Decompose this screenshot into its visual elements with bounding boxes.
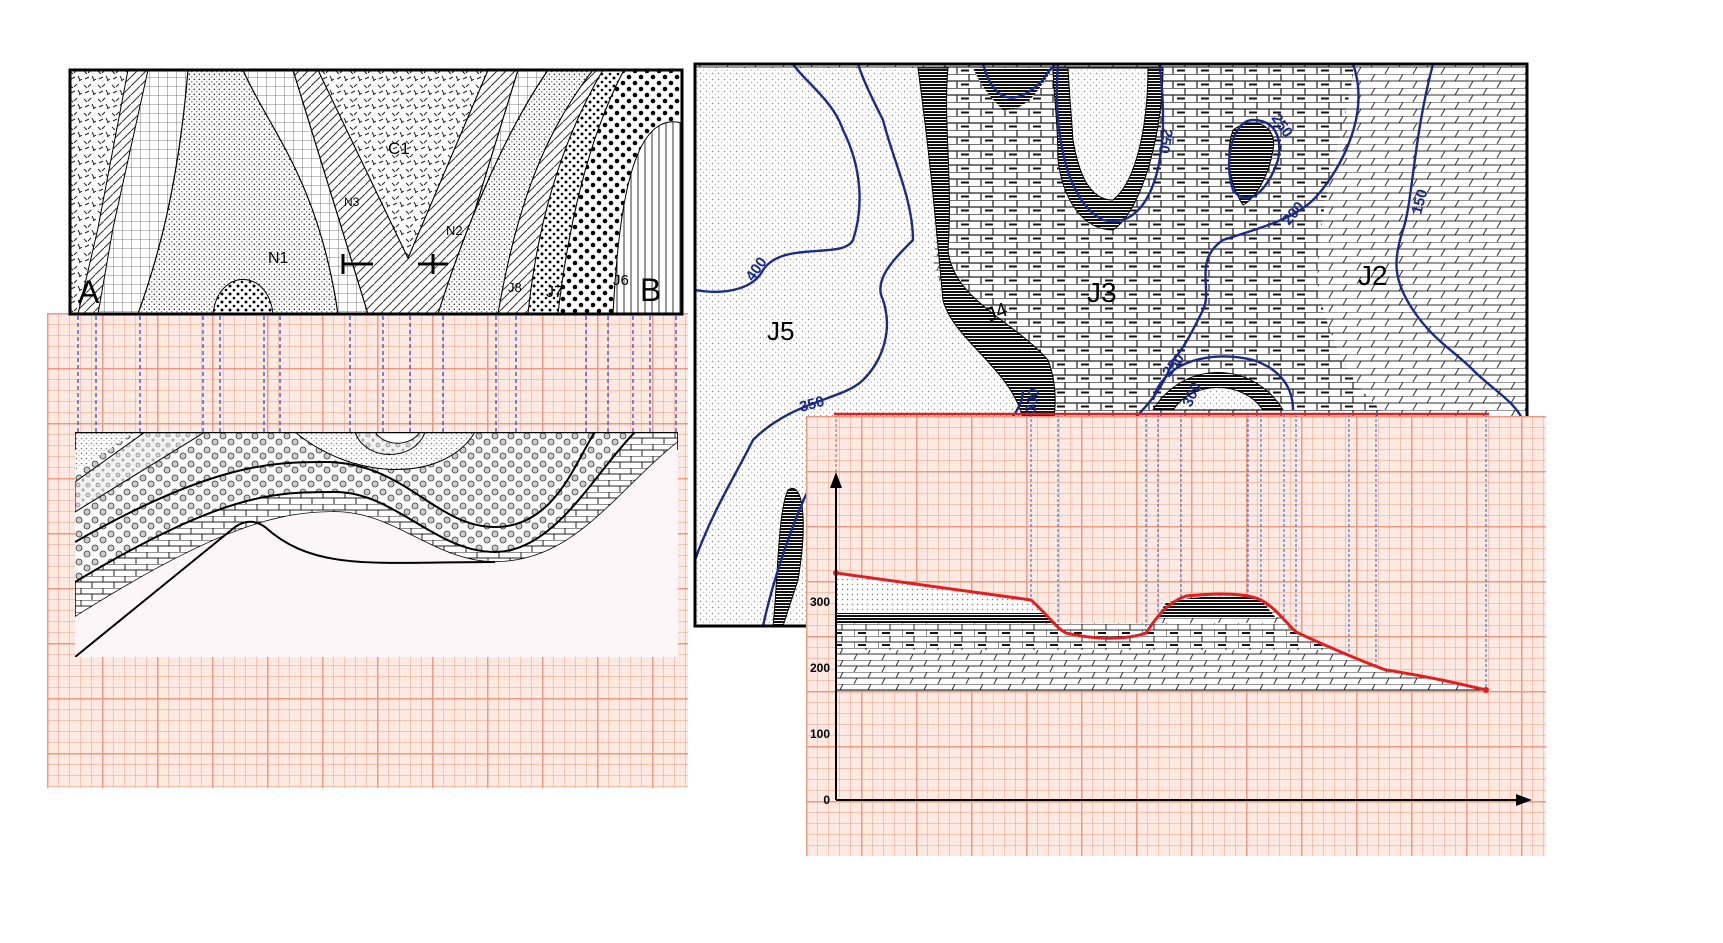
profile-curve (835, 571, 1487, 692)
label-j7: J7 (546, 284, 563, 301)
left-cross-section (75, 432, 678, 657)
label-n3: N3 (344, 195, 360, 209)
label-j2: J2 (1358, 260, 1388, 291)
label-j3: J3 (1087, 277, 1117, 308)
y-tick-0: 0 (823, 793, 830, 807)
contour-label-250-top: 250 (1155, 127, 1176, 155)
label-c1: C1 (388, 139, 410, 158)
corner-b-label: B (640, 272, 661, 308)
label-j6: J6 (613, 272, 629, 289)
corner-a-label: A (78, 274, 100, 310)
y-tick-200: 200 (810, 661, 830, 675)
left-geologic-map: A B C1 N1 N3 N2 J8 J7 J6 (68, 68, 684, 316)
label-n2: N2 (446, 223, 463, 238)
label-n1: N1 (268, 250, 289, 267)
left-projection-lines (77, 316, 677, 432)
contour-label-300-left: 300 (1022, 387, 1043, 415)
label-j5: J5 (767, 316, 794, 346)
contour-label-350: 350 (798, 393, 827, 416)
y-tick-300: 300 (810, 595, 830, 609)
label-j8: J8 (508, 280, 522, 295)
topographic-profile: 300 200 100 0 (810, 412, 1532, 807)
contour-label-150: 150 (1408, 187, 1431, 216)
y-tick-100: 100 (810, 727, 830, 741)
